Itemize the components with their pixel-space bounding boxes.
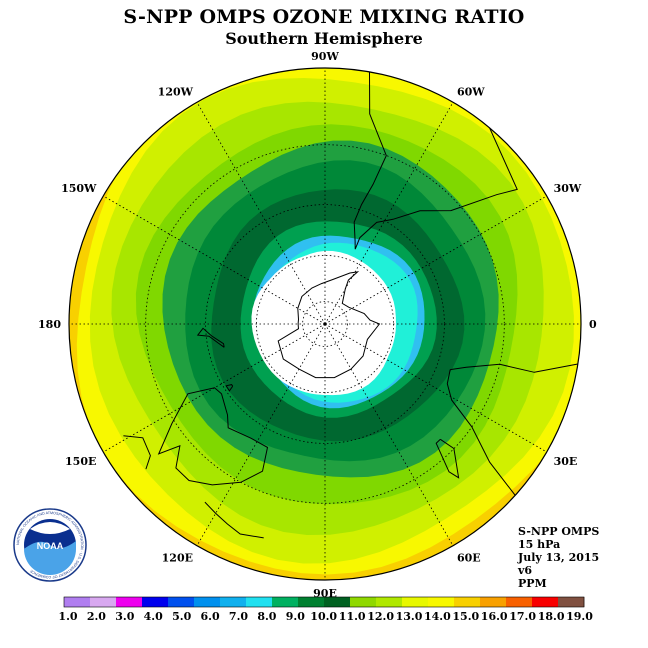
- colorbar-swatch: [220, 597, 247, 607]
- meridian-line: [184, 81, 326, 325]
- indonesia-coastline: [204, 501, 264, 539]
- new-zealand-coastline: [196, 327, 225, 348]
- longitude-label: 30W: [554, 182, 582, 195]
- colorbar-swatch: [532, 597, 559, 607]
- longitude-label: 60W: [457, 85, 485, 98]
- map-border: [68, 67, 582, 581]
- meridian-line: [324, 81, 466, 325]
- colorbar-swatch: [298, 597, 325, 607]
- meridian-line: [82, 183, 326, 325]
- colorbar-swatch: [324, 597, 351, 607]
- colorbar-tick-label: 12.0: [367, 610, 394, 623]
- colorbar-swatch: [246, 597, 273, 607]
- meridian-line: [324, 183, 568, 325]
- longitude-label: 120W: [158, 85, 194, 98]
- antarctica-coastline: [277, 271, 381, 379]
- colorbar-tick-label: 17.0: [509, 610, 536, 623]
- graticule: [69, 68, 581, 580]
- info-block: S-NPP OMPS 15 hPa July 13, 2015 v6 PPM: [518, 525, 599, 590]
- longitude-label: 180: [38, 318, 61, 331]
- south-pole-marker: [323, 322, 327, 326]
- colorbar-tick-label: 6.0: [201, 610, 220, 623]
- australia-coastline: [157, 387, 269, 486]
- meridian-line: [82, 323, 326, 465]
- colorbar-swatch: [376, 597, 403, 607]
- colorbar-tick-label: 19.0: [566, 610, 593, 623]
- info-satellite: S-NPP OMPS: [518, 525, 600, 538]
- colorbar-swatch: [480, 597, 507, 607]
- madagascar-coastline: [435, 438, 460, 479]
- colorbar-swatch: [428, 597, 455, 607]
- meridian-line: [184, 323, 326, 567]
- colorbar-swatch: [558, 597, 585, 607]
- colorbar-tick-label: 15.0: [452, 610, 479, 623]
- info-date: July 13, 2015: [518, 551, 600, 564]
- longitude-label: 120E: [162, 552, 193, 565]
- colorbar-swatch: [350, 597, 377, 607]
- colorbar-tick-label: 5.0: [172, 610, 191, 623]
- colorbar-swatch: [90, 597, 117, 607]
- colorbar-swatch: [194, 597, 221, 607]
- colorbar-tick-label: 1.0: [58, 610, 77, 623]
- colorbar-tick-label: 13.0: [396, 610, 423, 623]
- colorbar-frame: [63, 596, 585, 608]
- colorbar-tick-label: 11.0: [339, 610, 366, 623]
- latitude-circle: [145, 144, 505, 504]
- longitude-label: 60E: [457, 552, 481, 565]
- map-subtitle: Southern Hemisphere: [225, 29, 423, 48]
- africa-west-coastline: [450, 347, 581, 373]
- map-title: S-NPP OMPS OZONE MIXING RATIO: [123, 6, 525, 28]
- wave-icon: [24, 541, 76, 575]
- meridian-line: [324, 323, 466, 567]
- colorbar-tick-label: 2.0: [87, 610, 106, 623]
- colorbar-tick-label: 14.0: [424, 610, 451, 623]
- colorbar: 1.0 2.0 3.0 4.0 5.0 6.0 7.0 8.0 9.0 10.0 11.0 12.0 1…: [58, 596, 593, 623]
- noaa-logo: NOAA NATIONAL OCEANIC AND ATMOSPHERIC AD…: [13, 508, 87, 582]
- colorbar-swatch: [402, 597, 429, 607]
- colorbar-swatch: [116, 597, 143, 607]
- colorbar-swatch: [142, 597, 169, 607]
- colorbar-tick-label: 16.0: [481, 610, 508, 623]
- colorbar-swatch: [506, 597, 533, 607]
- colorbar-tick-label: 18.0: [538, 610, 565, 623]
- bird-icon: [30, 522, 70, 534]
- longitude-label: 0: [589, 318, 597, 331]
- colorbar-tick-label: 8.0: [257, 610, 276, 623]
- latitude-circle: [302, 301, 348, 347]
- info-units: PPM: [518, 577, 547, 590]
- info-pressure: 15 hPa: [518, 538, 561, 551]
- colorbar-swatch: [272, 597, 299, 607]
- longitude-label: 90W: [311, 50, 339, 63]
- colorbar-swatch: [168, 597, 195, 607]
- latitude-circle: [205, 204, 445, 444]
- info-version: v6: [518, 564, 533, 577]
- longitude-label: 30E: [554, 455, 578, 468]
- longitude-label: 150E: [65, 455, 96, 468]
- ozone-bands: [69, 68, 581, 580]
- longitude-label: 150W: [61, 182, 97, 195]
- colorbar-tick-label: 10.0: [310, 610, 337, 623]
- colorbar-tick-label: 4.0: [144, 610, 163, 623]
- colorbar-tick-label: 3.0: [115, 610, 134, 623]
- colorbar-tick-label: 7.0: [229, 610, 248, 623]
- colorbar-swatch: [64, 597, 91, 607]
- colorbar-swatch: [454, 597, 481, 607]
- noaa-logo-text: NOAA: [37, 541, 64, 551]
- tasmania-coastline: [225, 384, 234, 392]
- colorbar-tick-label: 9.0: [286, 610, 305, 623]
- meridian-line: [324, 323, 568, 465]
- new-guinea-coastline: [123, 435, 151, 470]
